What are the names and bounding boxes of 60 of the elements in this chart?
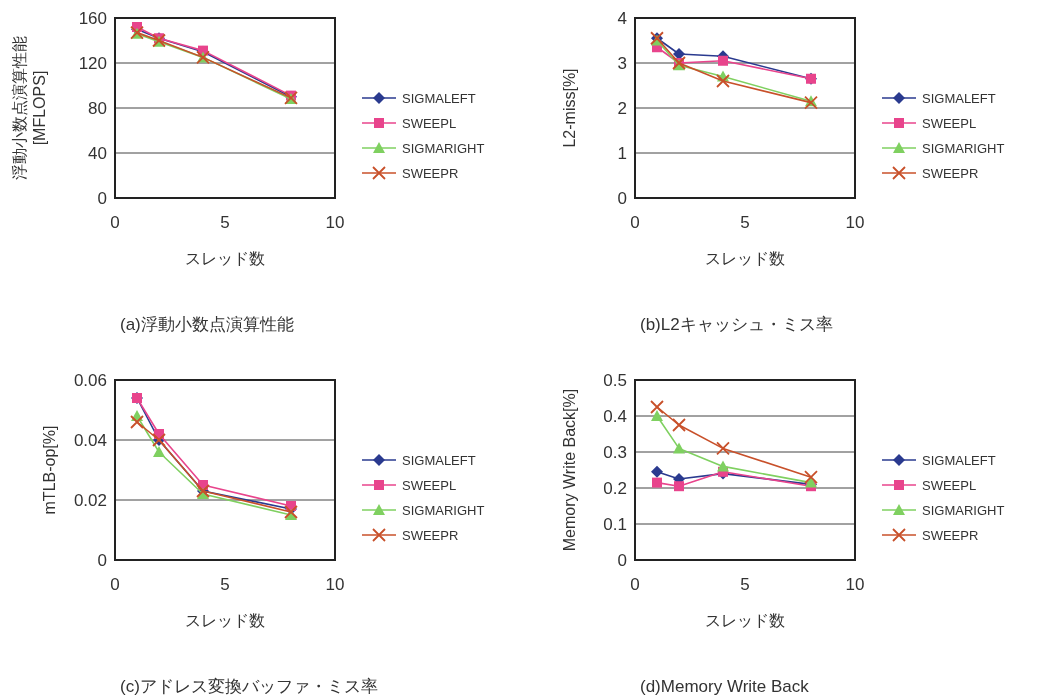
legend-label: SWEEPR xyxy=(402,166,459,181)
text: (d)Memory Write Back xyxy=(640,677,810,696)
x-tick-label: 0 xyxy=(110,213,120,232)
y-tick-label: 80 xyxy=(88,99,107,118)
y-tick-label: 0 xyxy=(617,551,627,570)
x-tick-label: 10 xyxy=(325,575,345,594)
legend-label: SIGMARIGHT xyxy=(402,503,485,518)
y-tick-label: 0 xyxy=(97,551,107,570)
legend-label: SWEEPL xyxy=(922,478,977,493)
legend-label: SIGMARIGHT xyxy=(402,141,485,156)
x-tick-label: 0 xyxy=(110,575,120,594)
y-tick-label: 0 xyxy=(617,189,627,208)
legend-label: SIGMALEFT xyxy=(402,91,476,106)
x-tick-label: 0 xyxy=(630,575,640,594)
y-tick-label: 0.5 xyxy=(603,371,627,390)
y-tick-label: 4 xyxy=(617,9,627,28)
y-tick-label: 2 xyxy=(617,99,627,118)
text: (c)アドレス変換バッファ・ミス率 xyxy=(120,677,378,696)
legend-label: SIGMALEFT xyxy=(922,91,996,106)
y-tick-label: 0.02 xyxy=(73,491,107,510)
x-tick-label: 0 xyxy=(630,213,640,232)
y-axis-title: 浮動小数点演算性能 [MFLOPS] xyxy=(11,36,48,180)
x-tick-label: 5 xyxy=(740,575,750,594)
legend-label: SWEEPL xyxy=(402,478,457,493)
legend-label: SIGMALEFT xyxy=(922,453,996,468)
legend-label: SWEEPR xyxy=(402,528,459,543)
legend-label: SIGMALEFT xyxy=(402,453,476,468)
y-tick-label: 0.04 xyxy=(73,431,107,450)
y-tick-label: 0.2 xyxy=(603,479,627,498)
y-tick-label: 0.06 xyxy=(73,371,107,390)
y-tick-label: 3 xyxy=(617,54,627,73)
y-tick-label: 0.4 xyxy=(603,407,627,426)
y-tick-label: 120 xyxy=(78,54,107,73)
y-tick-label: 0.3 xyxy=(603,443,627,462)
x-tick-label: 5 xyxy=(220,575,230,594)
x-tick-label: 10 xyxy=(845,213,865,232)
x-tick-label: 5 xyxy=(220,213,230,232)
x-axis-title: スレッド数 xyxy=(185,612,265,629)
x-axis-title: スレッド数 xyxy=(705,612,785,629)
y-tick-label: 40 xyxy=(88,144,107,163)
x-tick-label: 5 xyxy=(740,213,750,232)
y-axis-title: mTLB-op[%] xyxy=(41,425,58,515)
x-tick-label: 10 xyxy=(845,575,865,594)
x-tick-label: 10 xyxy=(325,213,345,232)
y-tick-label: 0.1 xyxy=(603,515,627,534)
legend-label: SWEEPL xyxy=(922,116,977,131)
y-tick-label: 0 xyxy=(97,189,107,208)
text: (a)浮動小数点演算性能 xyxy=(120,315,294,334)
text: (b)L2キャッシュ・ミス率 xyxy=(640,315,833,334)
x-axis-title: スレッド数 xyxy=(185,250,265,267)
legend-label: SWEEPR xyxy=(922,166,979,181)
legend-label: SWEEPR xyxy=(922,528,979,543)
legend-label: SWEEPL xyxy=(402,116,457,131)
y-tick-label: 160 xyxy=(78,9,107,28)
y-tick-label: 1 xyxy=(617,144,627,163)
y-axis-title: Memory Write Back[%] xyxy=(561,388,578,552)
legend-label: SIGMARIGHT xyxy=(922,141,1005,156)
x-axis-title: スレッド数 xyxy=(705,250,785,267)
y-axis-title: L2-miss[%] xyxy=(561,68,578,148)
legend-label: SIGMARIGHT xyxy=(922,503,1005,518)
